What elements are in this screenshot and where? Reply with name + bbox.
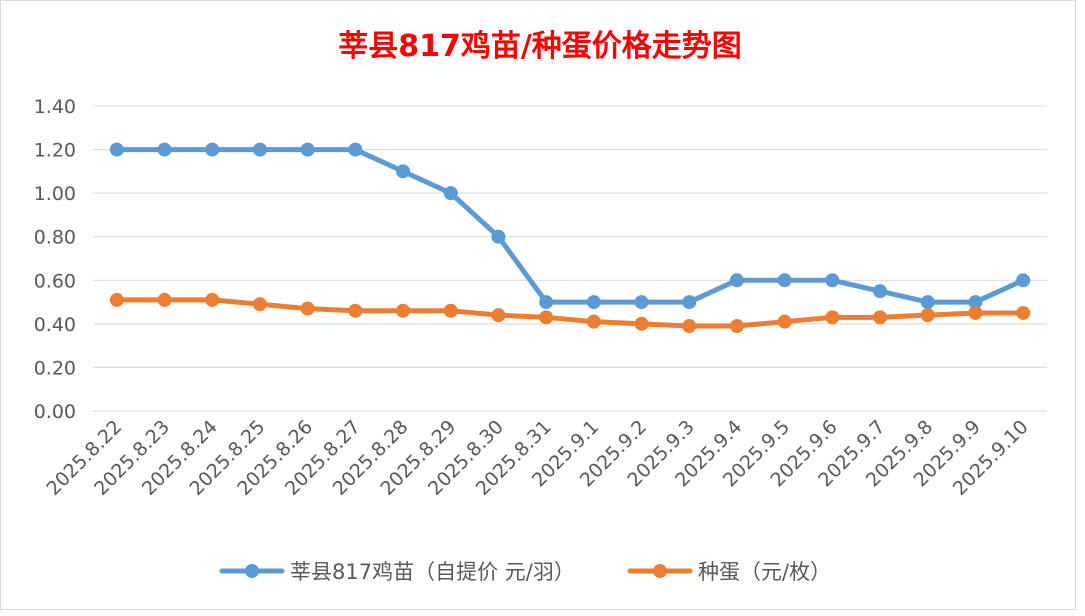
legend-item-1: 种蛋（元/枚） bbox=[627, 560, 831, 584]
data-point bbox=[634, 316, 649, 331]
data-point bbox=[252, 142, 267, 157]
data-point bbox=[729, 319, 744, 334]
legend-label: 种蛋（元/枚） bbox=[698, 560, 831, 584]
data-point bbox=[348, 142, 363, 157]
data-point bbox=[205, 292, 220, 307]
y-tick-label: 0.20 bbox=[34, 357, 76, 379]
y-tick-label: 0.60 bbox=[34, 270, 76, 292]
data-point bbox=[968, 295, 983, 310]
y-tick-label: 1.20 bbox=[34, 140, 76, 162]
data-point bbox=[109, 142, 124, 157]
data-point bbox=[539, 295, 554, 310]
data-point bbox=[348, 303, 363, 318]
data-point bbox=[682, 319, 697, 334]
data-point bbox=[825, 310, 840, 325]
data-point bbox=[443, 303, 458, 318]
data-point bbox=[300, 142, 315, 157]
data-point bbox=[777, 314, 792, 329]
data-point bbox=[586, 314, 601, 329]
data-point bbox=[300, 301, 315, 316]
data-point bbox=[157, 142, 172, 157]
data-point bbox=[539, 310, 554, 325]
data-point bbox=[920, 295, 935, 310]
data-point bbox=[396, 164, 411, 179]
data-point bbox=[920, 308, 935, 323]
legend-item-0: 莘县817鸡苗（自提价 元/羽） bbox=[219, 560, 575, 584]
data-point bbox=[205, 142, 220, 157]
data-point bbox=[443, 186, 458, 201]
data-point bbox=[1016, 305, 1031, 320]
y-tick-label: 1.00 bbox=[34, 183, 76, 205]
legend-label: 莘县817鸡苗（自提价 元/羽） bbox=[290, 560, 575, 584]
y-tick-label: 0.00 bbox=[34, 401, 76, 423]
legend-marker bbox=[245, 564, 259, 578]
data-point bbox=[825, 273, 840, 288]
data-point bbox=[682, 295, 697, 310]
data-point bbox=[873, 310, 888, 325]
data-point bbox=[1016, 273, 1031, 288]
chart-title: 莘县817鸡苗/种蛋价格走势图 bbox=[338, 29, 742, 64]
y-tick-label: 0.40 bbox=[34, 314, 76, 336]
data-point bbox=[873, 284, 888, 299]
legend-marker bbox=[653, 564, 667, 578]
data-point bbox=[491, 308, 506, 323]
data-point bbox=[634, 295, 649, 310]
series-0 bbox=[109, 142, 1031, 310]
data-point bbox=[586, 295, 601, 310]
data-point bbox=[491, 229, 506, 244]
data-point bbox=[396, 303, 411, 318]
series-1 bbox=[109, 292, 1031, 334]
series-line bbox=[114, 297, 1026, 329]
data-point bbox=[968, 305, 983, 320]
data-point bbox=[157, 292, 172, 307]
data-point bbox=[252, 297, 267, 312]
y-tick-label: 0.80 bbox=[34, 227, 76, 249]
data-point bbox=[109, 292, 124, 307]
series-line bbox=[114, 147, 1026, 305]
data-point bbox=[777, 273, 792, 288]
data-point bbox=[729, 273, 744, 288]
y-tick-label: 1.40 bbox=[34, 96, 76, 118]
